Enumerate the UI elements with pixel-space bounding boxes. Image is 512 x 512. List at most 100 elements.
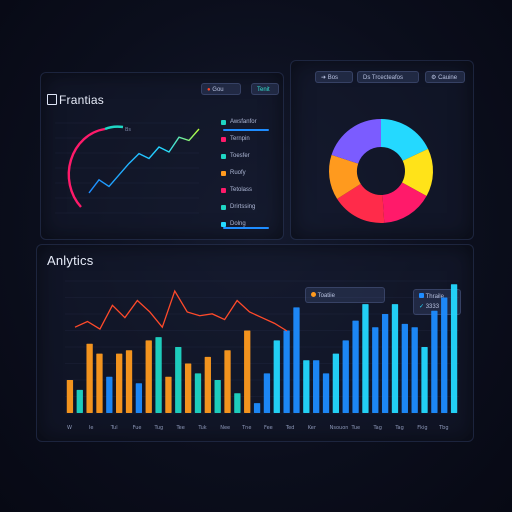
selection-underline (223, 227, 269, 229)
gauge-arc (104, 125, 124, 131)
bar (332, 353, 340, 413)
gauge-arc (67, 127, 106, 208)
legend-item[interactable]: Toesfer (221, 153, 250, 159)
filter-pill-label: Bos (327, 75, 339, 81)
distribution-panel: ➜ Bos Ds Trcecteafos ⚙ Cauine (290, 60, 474, 240)
settings-icon: ⚙ (431, 75, 437, 81)
x-tick-label: Fue (133, 425, 142, 431)
legend-toatiie[interactable]: Toatiie (305, 287, 385, 303)
x-tick-label: Ie (89, 425, 94, 431)
tab-tenit[interactable]: Tenit (251, 83, 279, 95)
bar (224, 350, 231, 413)
bar (313, 360, 320, 413)
legend-toatiie-label: Toatiie (317, 293, 335, 299)
bar (372, 327, 379, 413)
bar (303, 360, 310, 413)
bar (441, 297, 448, 413)
bar (125, 350, 133, 413)
selection-underline (223, 129, 269, 131)
trend-line (88, 128, 200, 194)
bar (322, 373, 330, 413)
x-tick-label: Nsouon (330, 425, 349, 431)
legend-item-label: Ruofy (230, 170, 246, 176)
donut-slice (329, 154, 361, 199)
x-tick-label: Nee (220, 425, 230, 431)
legend-thraile-label: Thraile (425, 294, 444, 300)
x-tick-label: Ted (285, 425, 294, 431)
x-tick-label: Tee (175, 425, 184, 431)
legend-item-label: Dolng (230, 221, 246, 227)
legend-swatch-icon (221, 204, 226, 210)
bar (214, 380, 221, 413)
check-icon: ✓ (419, 304, 425, 310)
filter-pill[interactable]: ➜ Bos (315, 71, 353, 83)
legend-thraile-value: 3333 (425, 304, 440, 310)
legend-item[interactable]: Ruofy (221, 170, 246, 176)
x-tick-label: Ker (308, 425, 317, 431)
bar (116, 353, 123, 413)
trends-panel: Frantias ● Gou Tenit Bs Awsfanfor Ternpin… (40, 72, 284, 240)
legend-item[interactable]: Tetolass (221, 187, 252, 193)
donut-slice (381, 119, 429, 161)
donut-chart (329, 119, 433, 223)
bar (184, 363, 192, 413)
arrow-icon: ➜ (321, 75, 327, 81)
bar (96, 353, 103, 413)
legend-item-label: Toesfer (230, 153, 250, 159)
trends-title: Frantias (59, 93, 104, 107)
legend-swatch-icon (221, 153, 226, 159)
bar (145, 340, 152, 413)
bar (194, 373, 202, 413)
bar (293, 307, 300, 413)
legend-swatch-icon (221, 119, 226, 125)
legend-item-label: Ternpin (230, 136, 250, 142)
tab-tenit-label: Tenit (257, 87, 270, 93)
settings-pill[interactable]: ⚙ Cauine (425, 71, 465, 83)
donut-slice (331, 119, 381, 164)
legend-item[interactable]: Drirtssing (221, 204, 255, 210)
bar (253, 403, 261, 413)
bar (362, 304, 369, 413)
bar (165, 376, 172, 413)
x-tick-label: Tne (241, 425, 251, 431)
bar (273, 340, 280, 413)
trend-line (74, 289, 288, 332)
trends-line-chart: Bs (55, 122, 200, 214)
legend-item-label: Awsfanfor (230, 119, 257, 125)
source-pill[interactable]: Ds Trcecteafos (357, 71, 419, 83)
legend-item[interactable]: Awsfanfor (221, 119, 257, 125)
bar (381, 314, 389, 413)
bar (352, 320, 359, 413)
bar (391, 304, 399, 413)
x-tick-label: Fkig (417, 425, 427, 431)
x-tick-label: Tue (351, 425, 361, 431)
bar (263, 373, 271, 413)
legend-item[interactable]: Dolng (221, 221, 246, 227)
bar (421, 347, 428, 413)
blue-square-icon (419, 293, 424, 298)
x-tick-label: Tul (110, 425, 118, 431)
bar (204, 356, 211, 413)
analytics-panel: Anlytics Toatiie Thraile ✓ 3333 W Ie Tul Fu… (36, 244, 474, 442)
legend-item-label: Drirtssing (230, 204, 256, 210)
period-pill-label: Gou (212, 87, 224, 93)
x-tick-label: Tbg (438, 425, 448, 431)
bar (135, 383, 143, 413)
legend-item[interactable]: Ternpin (221, 136, 250, 142)
donut-slice (402, 148, 433, 197)
x-tick-label: Tuk (197, 425, 206, 431)
donut-slice (337, 183, 385, 223)
analytics-bar-chart: W Ie Tul Fue Tug Tee Tuk Nee Tne Fee Ted Ker Nsouon T… (65, 280, 459, 431)
bar-chart-icon (47, 94, 57, 105)
bar (175, 347, 182, 413)
bar (450, 284, 458, 413)
source-pill-label: Ds Trcecteafos (363, 75, 404, 81)
legend-swatch-icon (221, 187, 226, 193)
bar (342, 340, 349, 413)
period-pill[interactable]: ● Gou (201, 83, 241, 95)
donut-slice (382, 182, 427, 223)
bar (234, 393, 241, 413)
x-tick-label: Tug (154, 425, 164, 431)
analytics-title: Anlytics (47, 253, 94, 268)
x-tick-label: Tag (372, 425, 381, 431)
